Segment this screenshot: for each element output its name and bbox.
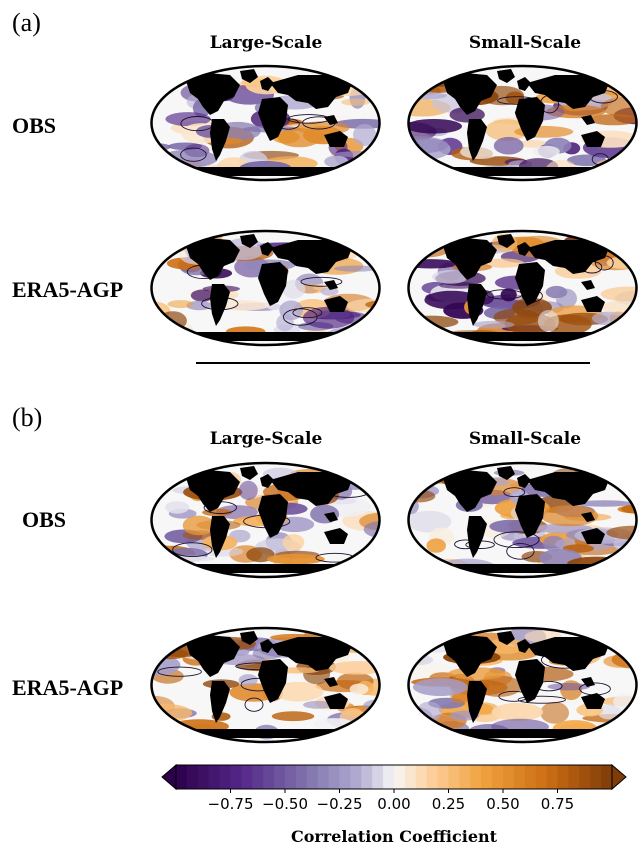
colorbar-segment xyxy=(557,765,569,789)
colorbar-segment xyxy=(426,765,438,789)
colorbar-segment xyxy=(350,765,362,789)
colorbar-segment xyxy=(219,765,231,789)
colorbar-segment xyxy=(263,765,275,789)
map-b-era5-agp-large-scale xyxy=(148,625,383,745)
map-a-obs-small-scale xyxy=(405,63,640,183)
panel-b-label: (b) xyxy=(12,403,43,432)
map-b-era5-agp-small-scale xyxy=(405,625,640,745)
colorbar-segment xyxy=(535,765,547,789)
colorbar-segment xyxy=(372,765,384,789)
colorbar-tick-label: 0.75 xyxy=(541,795,574,813)
panel-b-row-era5-agp: ERA5-AGP xyxy=(12,675,124,700)
colorbar-segment xyxy=(252,765,264,789)
colorbar-tick-label: −0.50 xyxy=(262,795,308,813)
colorbar-segment xyxy=(383,765,395,789)
panel-a-col-small-scale: Small-Scale xyxy=(468,33,582,53)
panel-separator xyxy=(196,362,590,364)
colorbar-segment xyxy=(481,765,493,789)
colorbar-segment xyxy=(415,765,428,789)
panel-a-col-large-scale: Large-Scale xyxy=(209,33,323,53)
colorbar-segment xyxy=(470,765,482,789)
colorbar-segment xyxy=(241,765,253,789)
colorbar-segment xyxy=(197,765,210,789)
colorbar-segment xyxy=(459,765,471,789)
panel-a-label: (a) xyxy=(12,8,41,37)
colorbar-title: Correlation Coefficient xyxy=(291,827,498,846)
map-b-obs-large-scale xyxy=(148,460,383,580)
colorbar-tick-label: −0.75 xyxy=(208,795,254,813)
colorbar-segment xyxy=(295,765,308,789)
colorbar-segment xyxy=(601,765,613,789)
colorbar-segment xyxy=(568,765,580,789)
colorbar-segment xyxy=(339,765,351,789)
colorbar-segment xyxy=(448,765,460,789)
colorbar-segment xyxy=(186,765,199,789)
colorbar-tick-label: 0.00 xyxy=(377,795,410,813)
map-b-obs-small-scale xyxy=(405,460,640,580)
colorbar-segment xyxy=(524,765,537,789)
colorbar-segment xyxy=(492,765,504,789)
colorbar-segment xyxy=(437,765,449,789)
colorbar-segment xyxy=(328,765,340,789)
colorbar-segment xyxy=(361,765,373,789)
colorbar-tick-label: 0.25 xyxy=(432,795,465,813)
colorbar-segment xyxy=(317,765,329,789)
colorbar: −0.75 −0.50 −0.25 0.00 0.25 0.50 0.75 Correlati… xyxy=(160,762,630,848)
colorbar-segment xyxy=(503,765,515,789)
colorbar-segment xyxy=(546,765,558,789)
colorbar-segment xyxy=(306,765,319,789)
colorbar-tick-label: −0.25 xyxy=(317,795,363,813)
colorbar-extend-min xyxy=(161,763,177,791)
colorbar-tick-label: 0.50 xyxy=(486,795,519,813)
colorbar-segment xyxy=(208,765,220,789)
colorbar-segment xyxy=(394,765,406,789)
colorbar-extend-max xyxy=(611,763,627,791)
colorbar-segment xyxy=(285,765,297,789)
panel-a-row-era5-agp: ERA5-AGP xyxy=(12,277,124,302)
colorbar-segment xyxy=(176,765,188,789)
panel-b-col-large-scale: Large-Scale xyxy=(209,429,323,449)
map-a-era5-agp-small-scale xyxy=(405,228,640,348)
map-a-obs-large-scale xyxy=(148,63,383,183)
colorbar-segment xyxy=(579,765,591,789)
map-a-era5-agp-large-scale xyxy=(148,228,383,348)
colorbar-segment xyxy=(590,765,602,789)
colorbar-segment xyxy=(513,765,526,789)
colorbar-segment xyxy=(274,765,286,789)
colorbar-segment xyxy=(230,765,242,789)
colorbar-segment xyxy=(404,765,417,789)
panel-b-row-obs: OBS xyxy=(22,507,67,532)
panel-b-col-small-scale: Small-Scale xyxy=(468,429,582,449)
panel-a-row-obs: OBS xyxy=(12,113,57,138)
